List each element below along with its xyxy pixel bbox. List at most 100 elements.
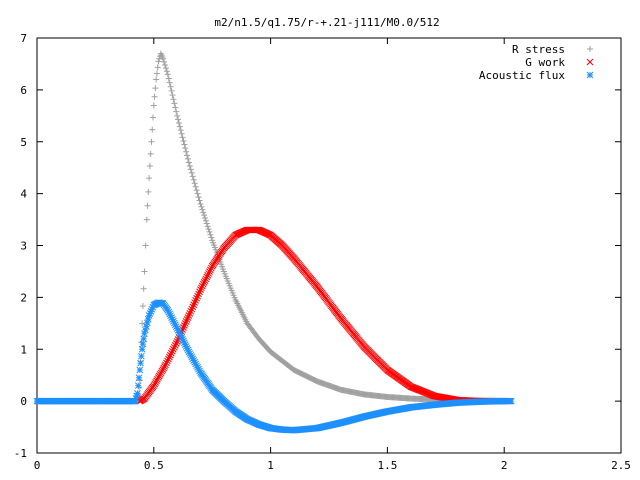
data-point xyxy=(194,292,201,300)
data-point xyxy=(173,325,181,332)
data-point xyxy=(175,328,183,336)
data-point xyxy=(144,315,152,323)
x-tick-label: 0.5 xyxy=(144,459,164,472)
data-point xyxy=(163,68,170,75)
data-point xyxy=(146,162,153,169)
data-point xyxy=(188,353,196,361)
data-point xyxy=(192,297,200,304)
data-point xyxy=(148,138,155,145)
data-point xyxy=(141,330,148,338)
data-point xyxy=(193,362,200,370)
data-point xyxy=(169,345,177,353)
data-point xyxy=(142,242,149,249)
data-point xyxy=(145,312,153,319)
y-tick-label: 7 xyxy=(20,32,27,45)
data-point xyxy=(181,141,188,148)
data-point xyxy=(192,183,199,190)
data-point xyxy=(148,305,156,313)
data-point xyxy=(176,330,184,338)
y-tick-label: 5 xyxy=(20,136,27,149)
data-point xyxy=(171,342,179,349)
data-point xyxy=(160,55,167,62)
data-point xyxy=(202,275,210,283)
data-point xyxy=(190,176,197,183)
data-point xyxy=(150,114,157,121)
data-point xyxy=(198,203,205,210)
data-point xyxy=(140,335,148,343)
data-point xyxy=(137,359,144,367)
data-point xyxy=(172,323,180,331)
data-point xyxy=(175,116,182,123)
data-point xyxy=(195,290,202,298)
data-point xyxy=(199,280,207,288)
data-point xyxy=(186,350,194,357)
data-point xyxy=(174,326,182,334)
data-point xyxy=(195,194,202,201)
data-point xyxy=(187,166,194,173)
data-point xyxy=(146,175,153,182)
data-point xyxy=(168,87,175,94)
data-point xyxy=(175,119,182,126)
data-point xyxy=(201,277,209,284)
data-point xyxy=(151,93,158,100)
data-point xyxy=(131,397,139,405)
data-point xyxy=(141,268,148,275)
data-point xyxy=(182,343,190,350)
data-point xyxy=(179,134,186,141)
data-point xyxy=(198,284,205,292)
data-point xyxy=(188,169,195,176)
data-point xyxy=(168,347,176,355)
data-point xyxy=(165,308,173,316)
data-point xyxy=(208,234,215,241)
data-point xyxy=(150,102,157,109)
x-tick-label: 2.5 xyxy=(611,459,631,472)
data-point xyxy=(193,294,200,302)
data-point xyxy=(134,382,142,389)
data-point xyxy=(191,180,198,187)
data-point xyxy=(182,318,190,325)
data-point xyxy=(166,310,174,318)
data-point xyxy=(177,332,185,340)
data-point xyxy=(205,226,212,233)
data-point xyxy=(183,344,191,352)
data-point xyxy=(142,326,149,334)
data-point xyxy=(180,337,187,345)
data-point xyxy=(196,288,203,296)
data-point xyxy=(180,137,187,144)
data-point xyxy=(184,155,191,162)
data-point xyxy=(153,76,160,83)
data-point xyxy=(137,352,145,360)
data-point xyxy=(171,321,179,329)
data-point xyxy=(191,358,199,366)
data-point xyxy=(202,217,209,224)
data-point xyxy=(178,130,185,137)
data-point xyxy=(176,123,183,130)
data-point xyxy=(163,359,170,367)
data-point xyxy=(190,301,198,309)
data-point xyxy=(204,223,211,230)
data-point xyxy=(184,314,192,321)
data-point xyxy=(139,320,146,327)
legend-marker xyxy=(586,58,594,66)
data-point xyxy=(202,214,209,221)
data-point xyxy=(201,212,208,219)
data-point xyxy=(136,366,144,374)
data-point xyxy=(143,216,150,223)
data-point xyxy=(155,58,162,65)
data-point xyxy=(192,360,200,368)
y-tick-label: 4 xyxy=(20,188,27,201)
data-point xyxy=(181,341,189,349)
data-point xyxy=(169,316,176,323)
legend-label: R stress xyxy=(512,43,565,56)
data-point xyxy=(199,206,206,213)
data-point xyxy=(206,228,213,235)
data-point xyxy=(138,345,146,353)
data-point xyxy=(197,201,204,207)
data-point xyxy=(165,355,172,363)
data-point xyxy=(189,303,197,311)
axis-ticks: 0 0.5 1 1.5 2 2.5 -1 0 1 2 3 4 5 6 7 xyxy=(14,32,631,472)
data-point xyxy=(147,150,154,157)
x-tick-label: 0 xyxy=(34,459,41,472)
